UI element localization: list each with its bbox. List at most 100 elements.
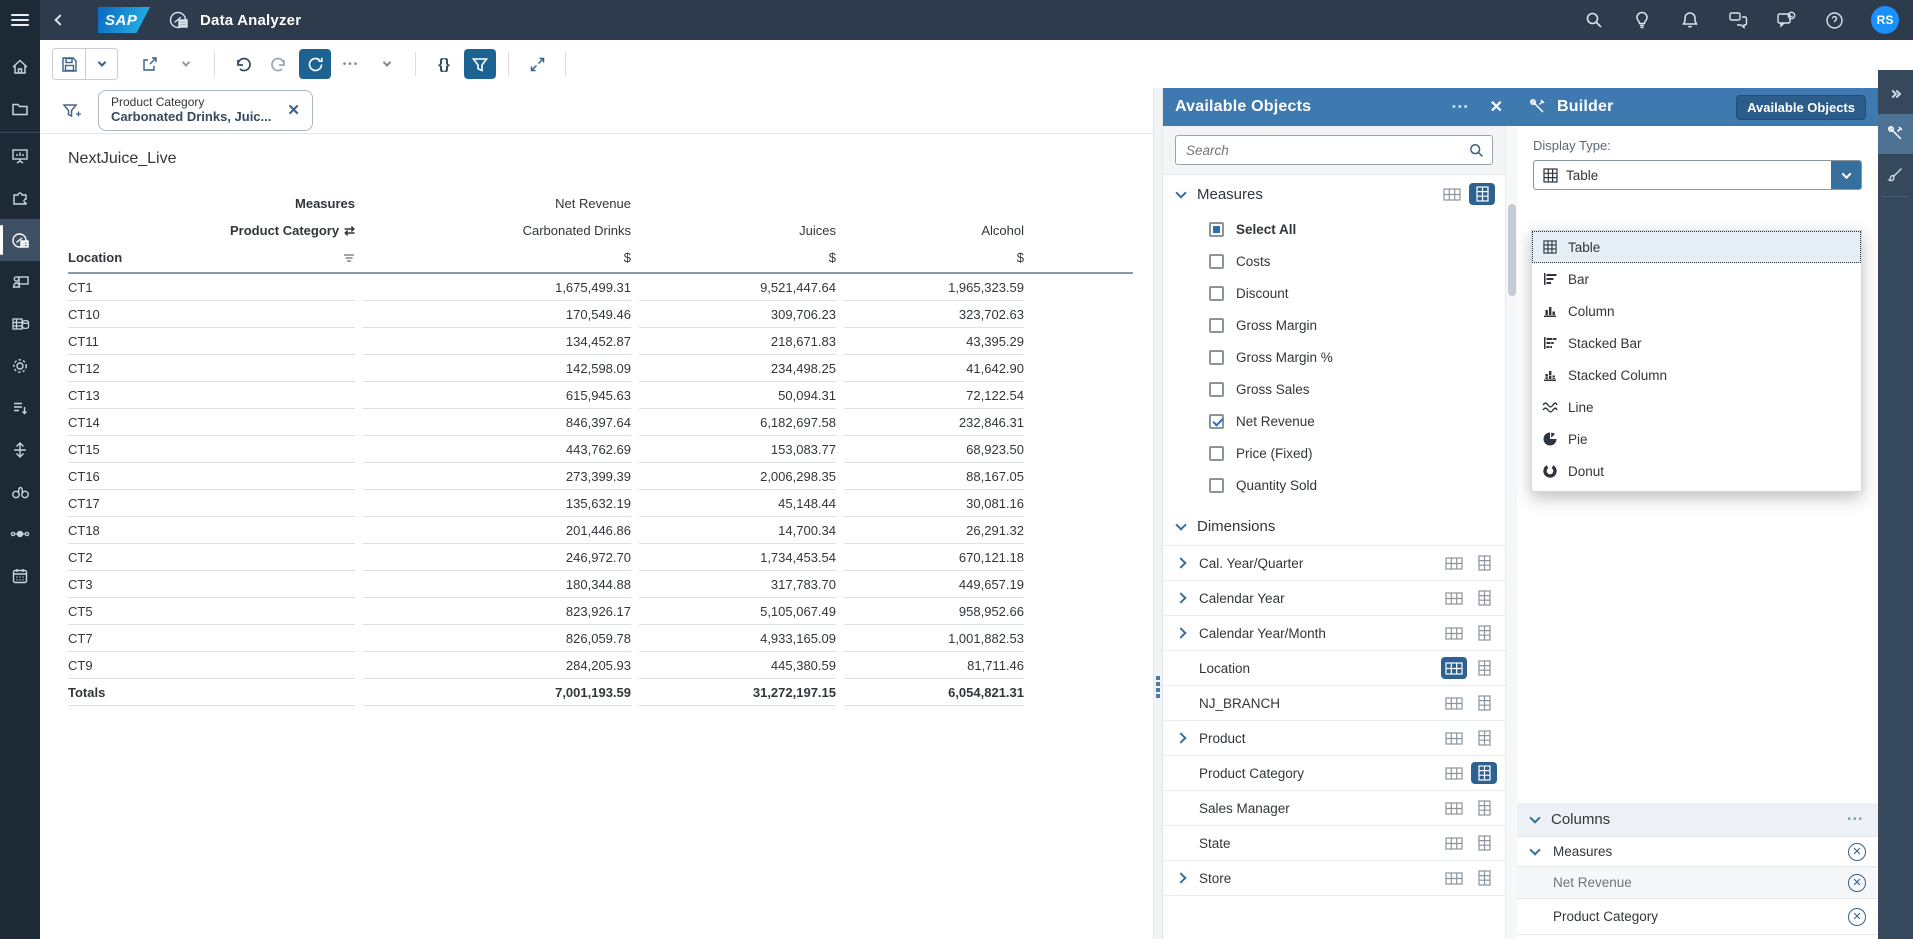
sidebar-item-datasets[interactable]: [0, 303, 40, 345]
sidebar-item-calendar[interactable]: [0, 555, 40, 597]
dimension-row-nj-branch[interactable]: NJ_BRANCH: [1163, 685, 1505, 720]
dropdown-option-line[interactable]: Line: [1532, 391, 1861, 423]
measure-checkbox-discount[interactable]: Discount: [1163, 277, 1505, 309]
panel-resize-handle[interactable]: [1153, 88, 1163, 939]
panel-overflow-icon[interactable]: •••: [1452, 101, 1470, 113]
columns-item-product-category[interactable]: Product Category ✕: [1517, 899, 1878, 935]
chevron-right-icon[interactable]: [1175, 592, 1187, 604]
dropdown-option-table[interactable]: Table: [1532, 231, 1861, 263]
columns-item-measures[interactable]: Measures ✕: [1517, 837, 1878, 867]
checkbox-indeterminate[interactable]: [1209, 221, 1224, 237]
column-header[interactable]: Alcohol: [981, 223, 1024, 238]
data-cell[interactable]: 170,549.46: [363, 301, 631, 328]
menu-button[interactable]: [0, 0, 40, 40]
more-button[interactable]: •••: [335, 49, 367, 79]
to-columns-toggle-active[interactable]: [1471, 762, 1497, 784]
to-rows-toggle[interactable]: [1441, 867, 1467, 889]
panel-scrollbar[interactable]: [1505, 126, 1517, 939]
data-cell[interactable]: 443,762.69: [363, 436, 631, 463]
data-cell[interactable]: 284,205.93: [363, 652, 631, 679]
chevron-down-icon[interactable]: [1529, 844, 1541, 856]
data-cell[interactable]: 958,952.66: [844, 598, 1024, 625]
swap-axis-icon[interactable]: ⇄: [344, 222, 355, 238]
checkbox-unchecked[interactable]: [1209, 285, 1224, 301]
data-cell[interactable]: 615,945.63: [363, 382, 631, 409]
styling-rail-button[interactable]: [1878, 154, 1913, 194]
dimension-row-location[interactable]: Location: [1163, 650, 1505, 685]
row-header[interactable]: CT15: [68, 436, 355, 463]
row-header[interactable]: CT16: [68, 463, 355, 490]
to-rows-toggle[interactable]: [1441, 552, 1467, 574]
measures-section-header[interactable]: Measures: [1163, 175, 1505, 213]
measure-checkbox-gross-margin-pct[interactable]: Gross Margin %: [1163, 341, 1505, 373]
data-cell[interactable]: 445,380.59: [639, 652, 836, 679]
measure-checkbox-quantity-sold[interactable]: Quantity Sold: [1163, 469, 1505, 501]
row-header[interactable]: CT9: [68, 652, 355, 679]
data-cell[interactable]: 153,083.77: [639, 436, 836, 463]
data-cell[interactable]: 6,182,697.58: [639, 409, 836, 436]
row-header[interactable]: CT1: [68, 274, 355, 301]
row-header[interactable]: CT2: [68, 544, 355, 571]
data-cell[interactable]: 50,094.31: [639, 382, 836, 409]
data-cell[interactable]: 1,734,453.54: [639, 544, 836, 571]
export-menu-button[interactable]: [170, 49, 202, 79]
dropdown-option-stacked-bar[interactable]: Stacked Bar: [1532, 327, 1861, 359]
to-columns-toggle[interactable]: [1471, 587, 1497, 609]
data-cell[interactable]: 201,446.86: [363, 517, 631, 544]
row-header[interactable]: CT17: [68, 490, 355, 517]
dimension-row-product[interactable]: Product: [1163, 720, 1505, 755]
formula-button[interactable]: {}: [428, 49, 460, 79]
row-header[interactable]: CT5: [68, 598, 355, 625]
data-cell[interactable]: 823,926.17: [363, 598, 631, 625]
dimension-row-cal-year-quarter[interactable]: Cal. Year/Quarter: [1163, 545, 1505, 580]
measures-to-rows-toggle[interactable]: [1439, 183, 1465, 205]
sidebar-item-files[interactable]: [0, 88, 40, 130]
columns-section-header[interactable]: Columns •••: [1517, 803, 1878, 837]
data-cell[interactable]: 1,965,323.59: [844, 274, 1024, 301]
measure-checkbox-select-all[interactable]: Select All: [1163, 213, 1505, 245]
chevron-right-icon[interactable]: [1175, 732, 1187, 744]
display-type-select[interactable]: Table: [1533, 160, 1862, 190]
scrollbar-thumb[interactable]: [1508, 204, 1516, 296]
remove-icon[interactable]: ✕: [1848, 842, 1866, 861]
totals-cell[interactable]: 31,272,197.15: [639, 679, 836, 706]
data-cell[interactable]: 323,702.63: [844, 301, 1024, 328]
filter-chip-product-category[interactable]: Product Category Carbonated Drinks, Juic…: [98, 90, 313, 131]
data-cell[interactable]: 26,291.32: [844, 517, 1024, 544]
data-cell[interactable]: 246,972.70: [363, 544, 631, 571]
totals-cell[interactable]: 7,001,193.59: [363, 679, 631, 706]
dimension-row-store[interactable]: Store: [1163, 860, 1505, 895]
dropdown-option-column[interactable]: Column: [1532, 295, 1861, 327]
to-columns-toggle[interactable]: [1471, 622, 1497, 644]
chevron-right-icon[interactable]: [1175, 872, 1187, 884]
to-columns-toggle[interactable]: [1471, 867, 1497, 889]
chevron-right-icon[interactable]: [1175, 627, 1187, 639]
select-dropdown-button[interactable]: [1831, 161, 1861, 189]
remove-icon[interactable]: ✕: [1848, 873, 1866, 892]
row-dimension-header[interactable]: Location: [68, 244, 355, 271]
data-cell[interactable]: 1,675,499.31: [363, 274, 631, 301]
to-columns-toggle[interactable]: [1471, 552, 1497, 574]
to-rows-toggle-active[interactable]: [1441, 657, 1467, 679]
dropdown-option-bar[interactable]: Bar: [1532, 263, 1861, 295]
dimension-row-product-category[interactable]: Product Category: [1163, 755, 1505, 790]
measure-name-header[interactable]: Net Revenue: [555, 196, 631, 211]
save-button[interactable]: [53, 49, 85, 79]
data-cell[interactable]: 5,105,067.49: [639, 598, 836, 625]
row-header[interactable]: CT11: [68, 328, 355, 355]
to-rows-toggle[interactable]: [1441, 622, 1467, 644]
column-header[interactable]: Juices: [799, 223, 836, 238]
totals-row-header[interactable]: Totals: [68, 679, 355, 706]
row-header[interactable]: CT10: [68, 301, 355, 328]
to-columns-toggle[interactable]: [1471, 657, 1497, 679]
back-button[interactable]: [40, 0, 80, 40]
data-cell[interactable]: 4,933,165.09: [639, 625, 836, 652]
filter-chip-close-icon[interactable]: ✕: [287, 102, 300, 119]
column-header[interactable]: Carbonated Drinks: [522, 223, 631, 238]
checkbox-unchecked[interactable]: [1209, 381, 1224, 397]
sort-icon[interactable]: [343, 253, 355, 263]
idea-lightbulb-icon[interactable]: [1631, 9, 1653, 31]
data-cell[interactable]: 45,148.44: [639, 490, 836, 517]
search-field[interactable]: [1175, 135, 1493, 165]
data-cell[interactable]: 68,923.50: [844, 436, 1024, 463]
